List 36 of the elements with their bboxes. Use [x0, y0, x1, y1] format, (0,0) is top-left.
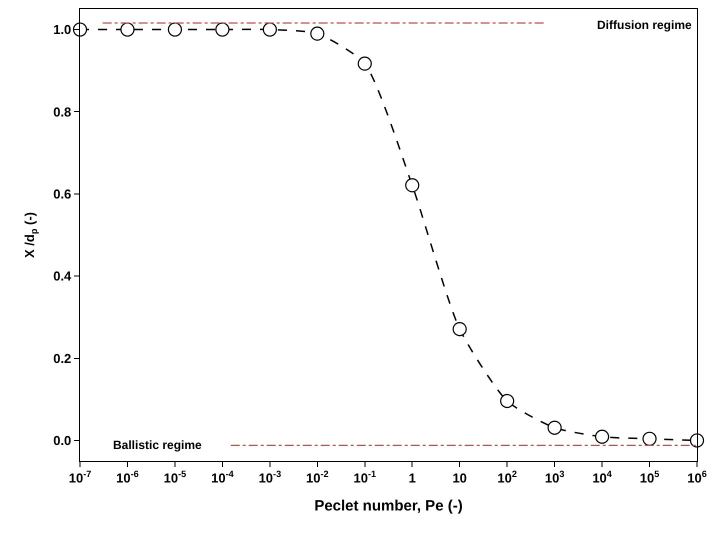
point — [594, 430, 610, 444]
y-tick-label: 0.8 — [53, 104, 72, 120]
point — [310, 26, 324, 41]
y-tick-label: 0.4 — [53, 268, 72, 284]
x-tick-label: 10$^{5}$ — [640, 469, 660, 486]
y-tick-label: 0.2 — [53, 350, 72, 366]
x-tick-label: 10$^{4}$ — [592, 469, 613, 486]
annotation: Ballistic regime — [113, 438, 202, 452]
annotation: Diffusion regime — [597, 18, 692, 32]
y-tick-label: 0.0 — [53, 433, 72, 448]
point — [358, 56, 372, 71]
point — [72, 22, 88, 37]
point — [168, 22, 182, 37]
x-tick-label: 10 — [452, 470, 467, 486]
point — [215, 22, 230, 37]
x-tick-label: 10$^{-1}$ — [353, 469, 376, 486]
x-tick-label: 10$^{3}$ — [544, 469, 564, 486]
x-tick-label: 10$^{6}$ — [687, 469, 707, 486]
x-tick-label: 10$^{2}$ — [497, 469, 517, 486]
x-axis-title: Peclet number, Pe (-) — [314, 498, 463, 515]
point — [500, 394, 514, 408]
x-tick-label: 10$^{-6}$ — [116, 469, 139, 486]
point — [548, 420, 562, 435]
x-tick-label: 10$^{-2}$ — [306, 469, 329, 486]
x-tick-label: 10$^{-4}$ — [211, 469, 235, 486]
x-tick-label: 10$^{-3}$ — [258, 469, 282, 486]
x-tick-label: 1 — [408, 470, 416, 486]
x-tick-label: 10$^{-7}$ — [68, 469, 92, 486]
x-tick-label: 10$^{-5}$ — [164, 469, 186, 486]
y-tick-label: 0.6 — [53, 186, 72, 202]
point — [262, 22, 277, 37]
point — [120, 22, 135, 37]
point — [405, 178, 420, 192]
y-tick-label: 1.0 — [53, 22, 72, 38]
point — [642, 432, 657, 446]
point — [452, 322, 467, 336]
